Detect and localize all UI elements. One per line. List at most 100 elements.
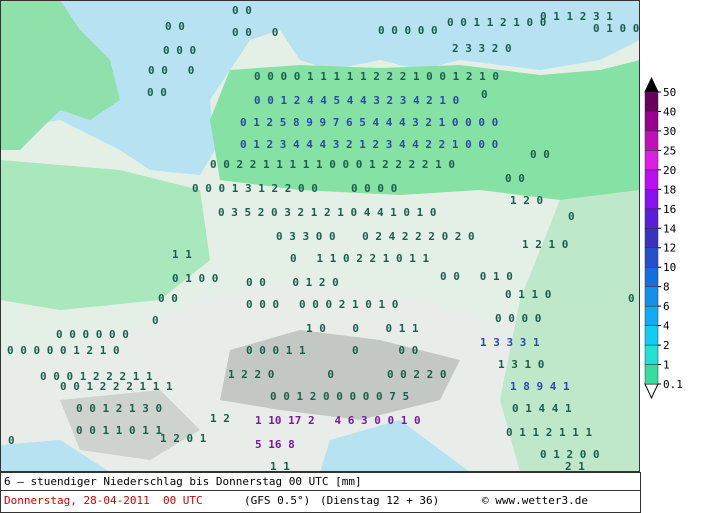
france-green (0, 160, 210, 310)
footer-run: (Dienstag 12 + 36) (320, 494, 439, 507)
colorbar-band (644, 325, 659, 346)
precip-label: 0 0 0 1 3 1 2 2 0 0 0 0 0 0 (192, 182, 397, 195)
med-sea (0, 420, 470, 472)
precip-label: 0 0 0 1 2 2 2 1 1 (40, 370, 153, 383)
colorbar-band (644, 364, 659, 385)
precip-label: 0 1 1 0 2 2 1 0 1 1 (290, 252, 429, 265)
precip-label: 0 0 (165, 20, 185, 33)
precip-label: 0 (568, 210, 575, 223)
colorbar-band (644, 266, 659, 287)
precip-label: 0 0 1 2 2 2 1 1 1 (60, 380, 173, 393)
precip-label: 1 3 3 3 1 (480, 336, 540, 349)
colorbar-label: 14 (663, 222, 677, 235)
colorbar-band (644, 169, 659, 190)
colorbar-band (644, 91, 659, 112)
colorbar-band (644, 150, 659, 171)
colorbar-band (644, 228, 659, 248)
precip-label: 0 (152, 314, 159, 327)
precip-label: 0 1 0 0 (593, 22, 639, 35)
precip-label: 0 0 (530, 148, 550, 161)
precip-label: 1 2 2 0 0 0 0 2 2 0 (228, 368, 447, 381)
colorbar-label: 20 (663, 164, 676, 177)
precip-label: 0 0 0 1 0 (440, 270, 513, 283)
colorbar-label: 12 (663, 242, 676, 255)
precip-label: 0 1 2 0 0 (540, 448, 600, 461)
precip-label: 0 0 2 2 1 1 1 1 1 0 0 0 1 2 2 2 2 1 0 (210, 158, 455, 171)
colorbar-band (644, 247, 659, 268)
precip-label: 1 2 0 1 (160, 432, 207, 445)
footer-box (0, 472, 641, 513)
precip-label: 1 10 17 2 4 6 3 0 0 1 0 (255, 414, 421, 427)
precip-label: 0 0 (232, 4, 252, 17)
precip-label: 0 0 0 0 0 1 2 1 0 (7, 344, 120, 357)
precip-label: 1 2 0 (510, 194, 543, 207)
precip-label: 1 2 (210, 412, 230, 425)
precip-label: 0 (628, 292, 635, 305)
colorbar-label: 8 (663, 281, 670, 294)
footer: 6 — stuendiger Niederschlag bis Donnerst… (0, 472, 641, 513)
colorbar-label: 0.1 (663, 378, 683, 391)
precip-label: 1 2 1 0 (522, 238, 568, 251)
wet-zone (210, 60, 640, 200)
precip-label: 0 0 0 0 0 (378, 24, 438, 37)
colorbar-label: 2 (663, 339, 670, 352)
precip-label: 0 3 3 0 0 0 2 4 2 2 2 0 2 0 (276, 230, 475, 243)
precip-label: 0 (481, 88, 488, 101)
precip-label: 0 (8, 434, 15, 447)
precip-label: 5 16 8 (255, 438, 295, 451)
precip-label: 0 1 1 0 (505, 288, 551, 301)
alps (220, 330, 460, 420)
colorbar-label: 18 (663, 183, 676, 196)
mountains (60, 390, 200, 460)
colorbar-label: 30 (663, 125, 676, 138)
map (0, 0, 640, 472)
precip-label: 0 1 0 0 (172, 272, 218, 285)
precip-label: 0 0 0 (232, 26, 278, 39)
colorbar-band (644, 189, 659, 210)
precip-label: 0 0 0 0 1 1 1 1 1 2 2 2 1 0 0 1 2 1 0 (254, 70, 499, 83)
colorbar-label: 16 (663, 203, 676, 216)
footer-model: (GFS 0.5°) (244, 494, 310, 507)
precip-label: 0 0 1 2 0 0 0 0 0 7 5 (270, 390, 409, 403)
precip-label: 0 1 2 5 8 9 9 7 6 5 4 4 4 3 2 1 0 0 0 0 (240, 116, 498, 129)
precip-label: 0 0 1 2 1 3 0 (76, 402, 162, 415)
colorbar-band (644, 208, 659, 229)
footer-date: Donnerstag, 28-04-2011 00 UTC (4, 494, 203, 507)
precip-label: 1 8 9 4 1 (510, 380, 570, 393)
map-frame (0, 0, 640, 472)
precip-label: 2 3 3 2 0 (452, 42, 512, 55)
britain (0, 0, 120, 150)
colorbar-band (644, 130, 659, 151)
precip-label: 0 0 0 1 2 0 (246, 276, 339, 289)
east-green (500, 190, 640, 472)
precip-label: 1 3 1 0 (498, 358, 544, 371)
precip-label: 0 0 0 0 (495, 312, 541, 325)
colorbar-label: 50 (663, 86, 676, 99)
colorbar-label: 1 (663, 359, 670, 372)
precip-label: 0 1 1 2 1 1 1 (506, 426, 592, 439)
precip-label: 0 1 4 4 1 (512, 402, 572, 415)
colorbar-label: 4 (663, 320, 670, 333)
sea (0, 0, 640, 175)
precip-label: 1 1 (172, 248, 192, 261)
precip-label: 0 0 (505, 172, 525, 185)
precip-label: 0 0 1 1 0 1 1 (76, 424, 162, 437)
colorbar-label: 25 (663, 144, 676, 157)
precip-label: 1 0 0 0 1 1 (306, 322, 419, 335)
precip-label: 0 1 1 2 3 1 (540, 10, 613, 23)
colorbar-band (644, 344, 659, 365)
precip-label: 0 0 (147, 86, 167, 99)
precip-label: 1 1 (270, 460, 290, 473)
colorbar-band (644, 111, 659, 132)
precip-label: 0 0 0 0 0 0 2 1 0 1 0 (246, 298, 398, 311)
colorbar-label: 40 (663, 105, 676, 118)
precip-label: 0 0 0 (148, 64, 194, 77)
precip-label: 0 0 0 0 0 0 (56, 328, 129, 341)
colorbar-label: 10 (663, 261, 676, 274)
precip-label: 0 0 1 1 2 1 0 0 (447, 16, 546, 29)
precip-label: 0 0 0 1 1 0 0 0 (246, 344, 418, 357)
colorbar-band (644, 286, 659, 307)
precip-label: 0 0 1 2 4 4 5 4 4 3 2 3 4 2 1 0 (254, 94, 459, 107)
precip-label: 2 1 (565, 460, 585, 473)
